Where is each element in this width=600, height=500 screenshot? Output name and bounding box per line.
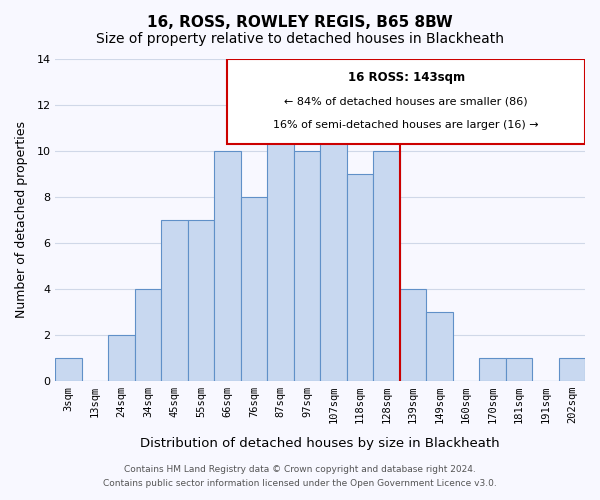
Bar xyxy=(188,220,214,381)
Bar xyxy=(135,289,161,381)
Text: ← 84% of detached houses are smaller (86): ← 84% of detached houses are smaller (86… xyxy=(284,96,528,106)
Bar xyxy=(108,335,135,381)
Bar xyxy=(214,151,241,381)
X-axis label: Distribution of detached houses by size in Blackheath: Distribution of detached houses by size … xyxy=(140,437,500,450)
Bar xyxy=(347,174,373,381)
Bar xyxy=(559,358,585,381)
Text: 16 ROSS: 143sqm: 16 ROSS: 143sqm xyxy=(347,71,465,84)
Text: 16, ROSS, ROWLEY REGIS, B65 8BW: 16, ROSS, ROWLEY REGIS, B65 8BW xyxy=(147,15,453,30)
Bar xyxy=(506,358,532,381)
Bar xyxy=(320,105,347,381)
Y-axis label: Number of detached properties: Number of detached properties xyxy=(15,122,28,318)
Bar xyxy=(161,220,188,381)
Bar xyxy=(241,197,267,381)
Bar xyxy=(293,151,320,381)
Bar xyxy=(55,358,82,381)
FancyBboxPatch shape xyxy=(227,59,585,144)
Text: 16% of semi-detached houses are larger (16) →: 16% of semi-detached houses are larger (… xyxy=(274,120,539,130)
Bar xyxy=(479,358,506,381)
Bar xyxy=(400,289,426,381)
Bar xyxy=(267,128,293,381)
Bar xyxy=(426,312,452,381)
Text: Contains HM Land Registry data © Crown copyright and database right 2024.
Contai: Contains HM Land Registry data © Crown c… xyxy=(103,466,497,487)
Bar xyxy=(373,151,400,381)
Text: Size of property relative to detached houses in Blackheath: Size of property relative to detached ho… xyxy=(96,32,504,46)
